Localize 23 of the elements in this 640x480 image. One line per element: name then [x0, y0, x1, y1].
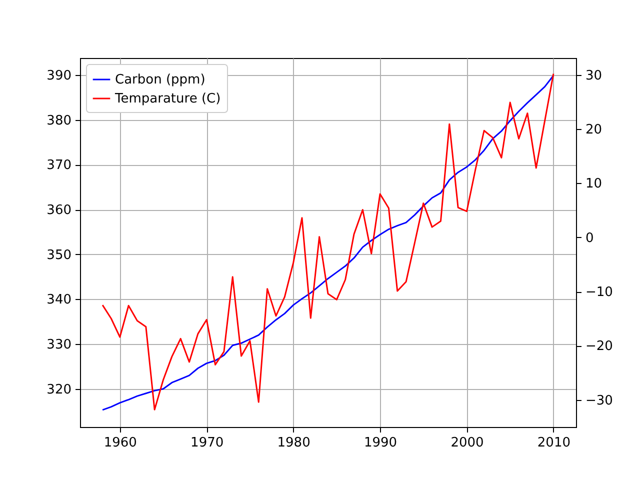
y2-tick-label: 30 [586, 68, 602, 84]
y-tick-label: 360 [46, 203, 72, 218]
y2-tick-label: 10 [586, 176, 602, 192]
y-tick-label: 380 [46, 113, 72, 128]
x-tick-label: 1960 [104, 436, 137, 450]
x-tick-label: 1980 [277, 436, 310, 450]
y-tick-label: 390 [46, 68, 72, 84]
legend-label: Carbon (ppm) [115, 72, 206, 88]
y-tick-label: 370 [46, 158, 72, 174]
x-tick-label: 2000 [450, 436, 484, 450]
y-tick-label: 330 [46, 338, 72, 353]
x-tick-label: 2010 [537, 436, 570, 450]
y2-tick-label: −20 [586, 339, 613, 354]
y2-tick-label: −30 [586, 393, 613, 408]
y-tick-label: 320 [46, 382, 72, 398]
y-tick-label: 340 [46, 292, 72, 308]
y-tick-label: 350 [46, 248, 72, 263]
y2-tick-label: 20 [586, 122, 602, 138]
y2-tick-label: 0 [586, 230, 594, 246]
y2-tick-label: −10 [586, 285, 613, 300]
x-tick-label: 1990 [364, 436, 398, 450]
legend-label: Temparature (C) [114, 92, 221, 106]
x-tick-label: 1970 [190, 436, 224, 450]
